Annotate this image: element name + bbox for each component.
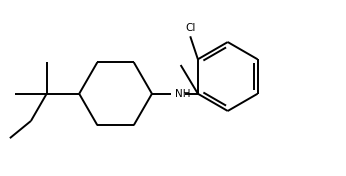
Text: NH: NH xyxy=(175,89,190,99)
Text: Cl: Cl xyxy=(185,23,195,33)
